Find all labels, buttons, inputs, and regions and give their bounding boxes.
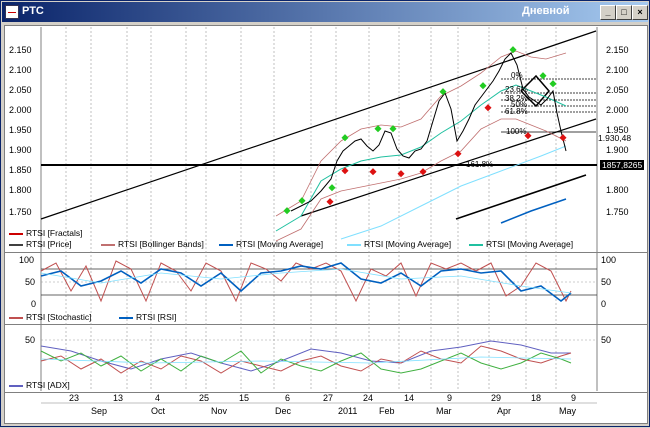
app-icon <box>5 5 19 19</box>
price-tick: 1.850 <box>9 165 32 175</box>
date-month: May <box>559 406 577 416</box>
price-tick: 2.050 <box>9 85 32 95</box>
legend-item: RTSI [Moving Average] <box>219 239 323 249</box>
legend-item: RTSI [Fractals] <box>9 228 83 238</box>
right-price-tick: 1.750 <box>606 207 629 217</box>
date-month: Nov <box>211 406 228 416</box>
osc-tick: 50 <box>25 277 36 287</box>
date-day: 29 <box>491 393 502 403</box>
date-month: Mar <box>436 406 452 416</box>
date-month: Dec <box>275 406 292 416</box>
right-price-tick: 1.950 <box>606 125 629 135</box>
fib-price-tag: 1.930,48 <box>598 133 632 143</box>
date-day: 27 <box>323 393 334 403</box>
date-day: 15 <box>239 393 250 403</box>
date-day: 25 <box>199 393 210 403</box>
date-day: 6 <box>285 393 291 403</box>
date-month: 2011 <box>338 406 358 416</box>
legend-item: RTSI [Price] <box>9 239 72 249</box>
maximize-button[interactable]: □ <box>616 5 632 20</box>
price-tick: 1.800 <box>9 185 32 195</box>
adx-tick-right: 50 <box>601 335 612 345</box>
date-day: 14 <box>404 393 415 403</box>
fib-label: 23.6% <box>505 85 528 94</box>
date-day: 4 <box>155 393 161 403</box>
last-price-label: 1857,8265 <box>600 160 645 170</box>
date-month: Oct <box>151 406 166 416</box>
osc-tick-right: 50 <box>601 277 612 287</box>
right-price-tick: 1.900 <box>606 145 629 155</box>
adx-tick: 50 <box>25 335 36 345</box>
fib-label: 161.8% <box>466 160 494 169</box>
legend-item: RTSI [Stochastic] <box>9 312 92 322</box>
date-month: Feb <box>379 406 395 416</box>
date-day: 13 <box>113 393 124 403</box>
osc-tick: 100 <box>19 255 35 265</box>
date-day: 24 <box>363 393 374 403</box>
fib-label: 61.8% <box>505 107 528 116</box>
legend-item: RTSI [Moving Average] <box>469 239 573 249</box>
right-price-tick: 2.050 <box>606 85 629 95</box>
osc-tick: 0 <box>31 299 37 309</box>
price-tick: 2.000 <box>9 105 32 115</box>
title-bar: РТС Дневной _ □ × <box>2 2 648 22</box>
right-price-tick: 1.800 <box>606 185 629 195</box>
fib-label: 38.2% <box>505 94 528 103</box>
date-day: 18 <box>531 393 542 403</box>
price-tick: 2.100 <box>9 65 32 75</box>
price-tick: 1.950 <box>9 125 32 135</box>
minimize-button[interactable]: _ <box>600 5 616 20</box>
legend-item: RTSI [Moving Average] <box>347 239 451 249</box>
osc-tick-right: 100 <box>601 255 617 265</box>
timeframe-label: Дневной <box>522 5 570 17</box>
legend-item: RTSI [Bollinger Bands] <box>101 239 204 249</box>
fib-label: 0% <box>511 71 523 80</box>
date-day: 9 <box>571 393 577 403</box>
legend-item: RTSI [RSI] <box>119 312 176 322</box>
price-tick: 1.750 <box>9 207 32 217</box>
price-panel[interactable] <box>4 25 648 253</box>
osc-tick-right: 0 <box>601 299 607 309</box>
price-tick: 2.150 <box>9 45 32 55</box>
date-axis <box>4 392 648 424</box>
right-price-tick: 2.150 <box>606 45 629 55</box>
date-month: Apr <box>497 406 512 416</box>
price-tick: 1.900 <box>9 145 32 155</box>
fib-label: 100% <box>506 127 527 136</box>
right-price-tick: 2.100 <box>606 65 629 75</box>
fib-label: 50% <box>511 100 528 109</box>
close-button[interactable]: × <box>632 5 648 20</box>
date-day: 9 <box>447 393 453 403</box>
right-price-tick: 2.000 <box>606 105 629 115</box>
legend-item: RTSI [ADX] <box>9 380 70 390</box>
date-month: Sep <box>91 406 108 416</box>
window-title: РТС <box>22 5 44 17</box>
date-day: 23 <box>69 393 80 403</box>
